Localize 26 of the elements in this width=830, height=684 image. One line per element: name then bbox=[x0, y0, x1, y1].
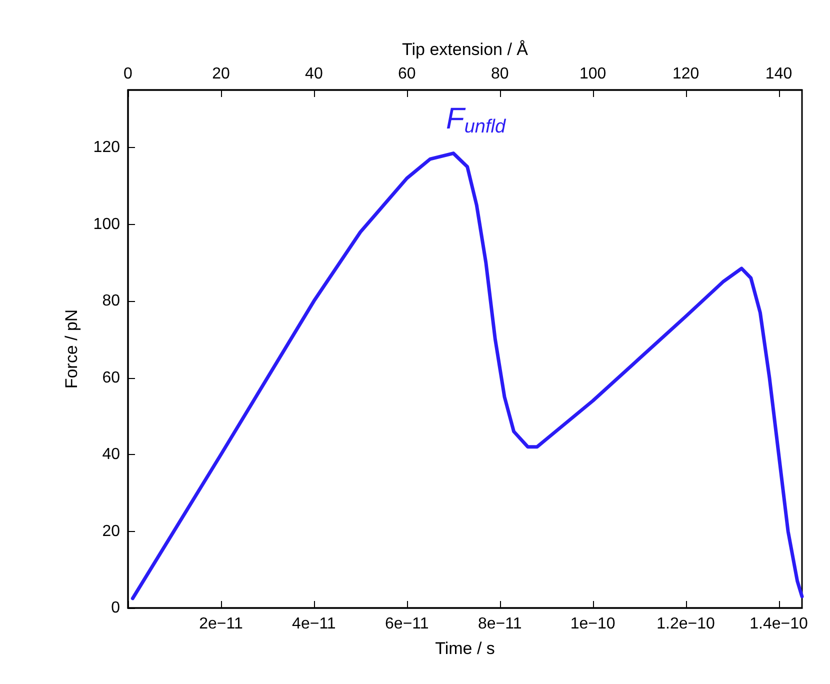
line-series bbox=[130, 152, 804, 600]
y-tick-label: 20 bbox=[102, 522, 120, 540]
x-tick-label: 8e−11 bbox=[478, 616, 522, 632]
y-tick-label: 60 bbox=[102, 369, 120, 386]
x2-tick-label: 20 bbox=[212, 66, 230, 82]
x-tick-label: 6e−11 bbox=[385, 616, 429, 632]
x-tick-label: 4e−11 bbox=[292, 616, 336, 632]
x-axis-title: Time / s bbox=[435, 639, 495, 658]
y-tick-label: 0 bbox=[111, 600, 120, 616]
x2-tick-label: 40 bbox=[305, 66, 323, 82]
y-tick-label: 120 bbox=[93, 139, 120, 156]
x-tick-label: 1.2e−10 bbox=[656, 616, 716, 632]
x-tick-label: 1.4e−10 bbox=[750, 616, 808, 632]
x2-tick-label: 100 bbox=[579, 66, 606, 82]
x-tick-label: 1e−10 bbox=[570, 616, 616, 632]
y-axis-title: Force / pN bbox=[62, 309, 81, 389]
x2-tick-label: 140 bbox=[765, 66, 792, 82]
x2-axis-title: Tip extension / Å bbox=[402, 40, 529, 59]
x-tick-label: 2e−11 bbox=[199, 616, 243, 632]
y-tick-label: 40 bbox=[102, 446, 120, 464]
y-tick-label: 80 bbox=[102, 292, 120, 310]
x2-tick-label: 0 bbox=[124, 66, 133, 82]
x2-tick-label: 120 bbox=[672, 66, 700, 82]
x2-tick-label: 60 bbox=[398, 66, 416, 82]
x2-tick-label: 80 bbox=[490, 66, 509, 82]
y-tick-label: 100 bbox=[93, 216, 120, 233]
